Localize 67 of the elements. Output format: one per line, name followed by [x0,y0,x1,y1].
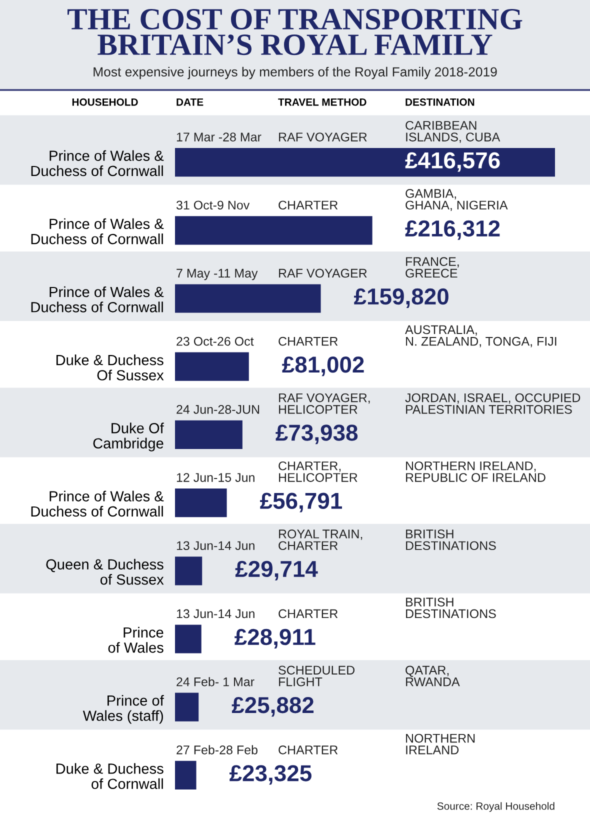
annotation: NORTHERN IRELAND, REPUBLIC OF IRELAND [406,461,546,482]
text: DATE [176,98,204,106]
bar [175,216,372,245]
annotation: 27 Feb-28 Feb [176,745,258,754]
annotation: 7 May -11 May [176,268,258,280]
y-tick-label: Prince of Wales & Duchess of Cornwall [31,150,164,176]
annotation: 24 Jun-28-JUN [176,405,260,414]
bar [175,556,202,586]
data-label: £25,882 [232,697,314,717]
bar [175,420,242,450]
y-tick-label: Queen & Duchess of Sussex [46,558,164,585]
annotation: CHARTER [278,746,338,754]
annotation: NORTHERN IRELAND [406,734,475,754]
y-tick-label: Prince of Wales [108,626,164,653]
data-label: £416,576 [405,152,500,172]
bar [175,284,321,313]
bar [175,692,199,722]
bar [175,760,196,790]
data-label: £159,820 [354,288,448,308]
annotation: CHARTER [278,609,338,618]
data-label: £29,714 [235,560,318,580]
y-tick-label: Prince of Wales & Duchess of Cornwall [31,490,164,517]
bar [175,488,227,518]
bar [175,352,249,381]
data-label: £73,938 [276,424,358,444]
annotation: JORDAN, ISRAEL, OCCUPIED PALESTINIAN TERRITORIES [405,393,580,414]
chart-subtitle: Most expensive journeys by members of the Royal Family 2018-2019 [94,66,497,80]
y-tick-label: Duke & Duchess Of Sussex [56,354,164,380]
data-label: £81,002 [282,356,364,376]
annotation: CHARTER [278,336,338,346]
annotation: Source: Royal Household [437,802,554,812]
annotation: BRITISH DESTINATIONS [406,598,496,618]
annotation: BRITISH DESTINATIONS [406,530,496,550]
annotation: 31 Oct-9 Nov [176,200,250,210]
annotation: CARIBBEAN ISLANDS, CUBA [406,120,500,143]
y-tick-label: Prince of Wales (staff) [82,695,164,724]
annotation: RAF VOYAGER, HELICOPTER [279,393,370,414]
annotation: CHARTER [278,200,338,210]
data-label: £56,791 [260,492,342,512]
bar [175,148,555,177]
y-tick-label: Duke Of Cambridge [93,422,164,452]
data-label: £216,312 [405,220,500,240]
text: TRAVEL METHOD [278,98,366,106]
y-axis-title: HOUSEHOLD [72,98,138,106]
annotation: ROYAL TRAIN, CHARTER [278,530,362,550]
annotation: 17 Mar -28 Mar [176,132,262,142]
annotation: GAMBIA, GHANA, NIGERIA [406,189,508,212]
annotation: CHARTER, HELICOPTER [278,461,358,482]
annotation: AUSTRALIA, N. ZEALAND, TONGA, FIJI [405,325,556,348]
data-label: £28,911 [234,628,316,648]
annotation: 13 Jun-14 Jun [176,541,254,550]
annotation: FRANCE, GREECE [406,257,459,278]
annotation: QATAR, RWANDA [406,666,460,686]
data-label: £23,325 [230,765,312,785]
annotation: SCHEDULED FLIGHT [278,666,354,686]
annotation: RAF VOYAGER [279,268,367,278]
annotation: RAF VOYAGER [279,132,367,142]
annotation: 23 Oct-26 Oct [176,336,254,346]
bar [175,624,202,654]
y-tick-label: Prince of Wales & Duchess of Cornwall [31,286,164,312]
chart-title: THE COST OF TRANSPORTING BRITAIN’S ROYAL FAMILY [67,8,522,56]
annotation: 13 Jun-14 Jun [176,609,254,618]
y-tick-label: Duke & Duchess of Cornwall [56,763,164,790]
annotation: 12 Jun-15 Jun [176,473,254,482]
annotation: 24 Feb- 1 Mar [176,677,254,686]
y-tick-label: Prince of Wales & Duchess of Cornwall [31,218,164,244]
text: DESTINATION [406,98,474,106]
